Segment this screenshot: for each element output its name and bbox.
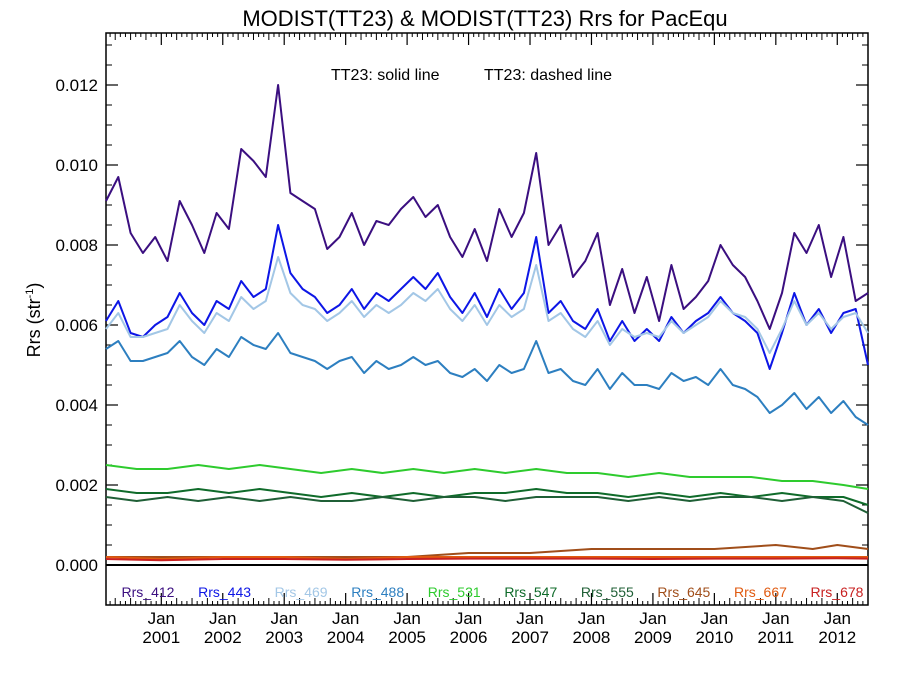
series-line-rrs-645 — [106, 544, 869, 558]
y-tick-label: 0.012 — [55, 76, 98, 95]
x-tick-year: 2002 — [204, 628, 242, 647]
series-lines — [105, 84, 869, 562]
x-tick-month: Jan — [578, 609, 605, 628]
series-line-rrs-412 — [105, 84, 869, 330]
legend-item: Rrs_667 — [734, 584, 787, 600]
x-tick-month: Jan — [455, 609, 482, 628]
x-axis: Jan2001Jan2002Jan2003Jan2004Jan2005Jan20… — [109, 33, 864, 647]
annotation-solid: TT23: solid line — [331, 67, 440, 84]
legend-item: Rrs_488 — [351, 584, 404, 600]
x-tick-month: Jan — [270, 609, 297, 628]
x-tick-month: Jan — [701, 609, 728, 628]
legend-item: Rrs_678 — [811, 584, 864, 600]
legend-item: Rrs_469 — [275, 584, 328, 600]
y-tick-label: 0.010 — [55, 156, 98, 175]
x-tick-year: 2003 — [265, 628, 303, 647]
legend-item: Rrs_412 — [122, 584, 175, 600]
x-tick-month: Jan — [516, 609, 543, 628]
series-line-rrs-678 — [105, 557, 869, 562]
x-tick-year: 2004 — [327, 628, 365, 647]
x-tick-year: 2005 — [388, 628, 426, 647]
annotation-dashed: TT23: dashed line — [484, 67, 612, 84]
x-tick-month: Jan — [639, 609, 666, 628]
x-tick-year: 2007 — [511, 628, 549, 647]
series-line-rrs-667 — [105, 556, 868, 560]
legend-item: Rrs_547 — [504, 584, 557, 600]
legend-item: Rrs_531 — [428, 584, 481, 600]
x-tick-year: 2008 — [573, 628, 611, 647]
y-axis-label-sup: -1 — [24, 289, 36, 299]
series-line-rrs-443 — [105, 224, 869, 370]
series-line-rrs-469 — [105, 256, 869, 354]
x-tick-month: Jan — [762, 609, 789, 628]
x-tick-month: Jan — [824, 609, 851, 628]
legend: Rrs_412 Rrs_443 Rrs_469 Rrs_488 Rrs_531 Rrs_5… — [122, 584, 864, 600]
y-tick-label: 0.002 — [55, 476, 98, 495]
plot-frame — [105, 32, 869, 606]
series-line-rrs-531 — [105, 464, 869, 490]
x-tick-year: 2010 — [695, 628, 733, 647]
y-axis: 0.000 0.002 0.004 0.006 0.008 0.010 0.012 — [55, 44, 868, 575]
x-tick-year: 2012 — [818, 628, 856, 647]
x-tick-year: 2006 — [450, 628, 488, 647]
y-axis-label-close: ) — [24, 283, 44, 289]
x-tick-month: Jan — [148, 609, 175, 628]
svg-text:Rrs (str-1): Rrs (str-1) — [24, 283, 44, 358]
y-tick-label: 0.000 — [55, 556, 98, 575]
legend-item: Rrs_443 — [198, 584, 251, 600]
x-tick-month: Jan — [393, 609, 420, 628]
legend-item: Rrs_555 — [581, 584, 634, 600]
legend-item: Rrs_645 — [657, 584, 710, 600]
y-axis-label: Rrs (str-1) — [24, 283, 44, 358]
series-line-rrs-555 — [105, 496, 869, 514]
x-tick-month: Jan — [332, 609, 359, 628]
chart-title: MODIST(TT23) & MODIST(TT23) Rrs for PacE… — [242, 6, 727, 31]
x-tick-year: 2001 — [142, 628, 180, 647]
y-axis-label-main: Rrs (str — [24, 298, 44, 357]
x-tick-year: 2011 — [758, 628, 795, 647]
series-line-rrs-488 — [105, 332, 869, 426]
y-tick-label: 0.004 — [55, 396, 98, 415]
y-tick-label: 0.008 — [55, 236, 98, 255]
x-tick-year: 2009 — [634, 628, 672, 647]
x-tick-month: Jan — [209, 609, 236, 628]
y-tick-label: 0.006 — [55, 316, 98, 335]
